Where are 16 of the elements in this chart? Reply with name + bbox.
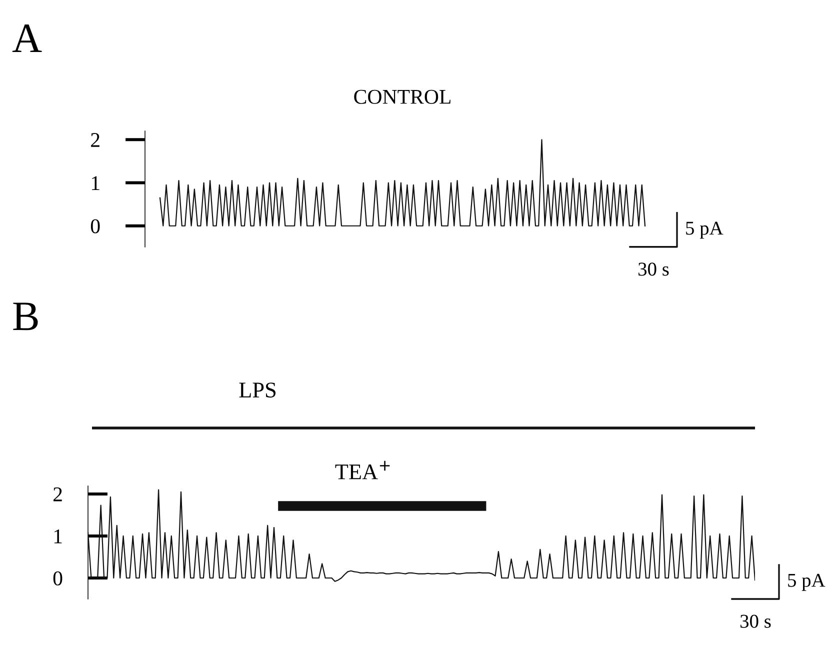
chart-subtitle: CONTROL	[354, 90, 450, 104]
text: 5 pA	[788, 574, 826, 591]
y-tick-label: 1	[92, 176, 100, 190]
text: 5 pA	[686, 222, 724, 239]
text: 30 s	[638, 262, 669, 276]
line-series	[159, 139, 646, 226]
chart-title: B	[13, 302, 38, 330]
text: LPS	[239, 382, 276, 398]
chart-title: A	[12, 24, 42, 52]
y-tick-label: 0	[90, 219, 100, 234]
y-tick-label: 2	[91, 133, 100, 147]
text: 30 s	[740, 614, 771, 628]
y-tick-label: 1	[54, 529, 62, 544]
y-tick-label: 2	[54, 487, 62, 502]
y-tick-label: 0	[53, 571, 62, 586]
text: TEA$^{+}$	[335, 460, 390, 480]
